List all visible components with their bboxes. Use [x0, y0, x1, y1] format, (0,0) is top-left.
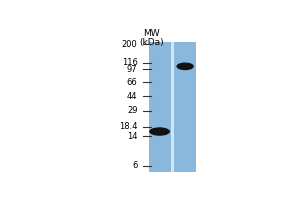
Text: 97: 97	[127, 65, 137, 74]
Text: 44: 44	[127, 92, 137, 101]
Text: 116: 116	[122, 58, 137, 67]
Text: 18.4: 18.4	[119, 122, 137, 131]
Text: MW
(kDa): MW (kDa)	[139, 29, 164, 47]
Bar	[174, 42, 196, 172]
Bar	[171, 42, 174, 172]
Text: 29: 29	[127, 106, 137, 115]
Text: 200: 200	[122, 40, 137, 49]
Bar	[148, 42, 171, 172]
Text: 66: 66	[127, 78, 137, 87]
Ellipse shape	[176, 62, 194, 70]
Text: 6: 6	[132, 161, 137, 170]
Text: 14: 14	[127, 132, 137, 141]
Ellipse shape	[149, 127, 170, 136]
